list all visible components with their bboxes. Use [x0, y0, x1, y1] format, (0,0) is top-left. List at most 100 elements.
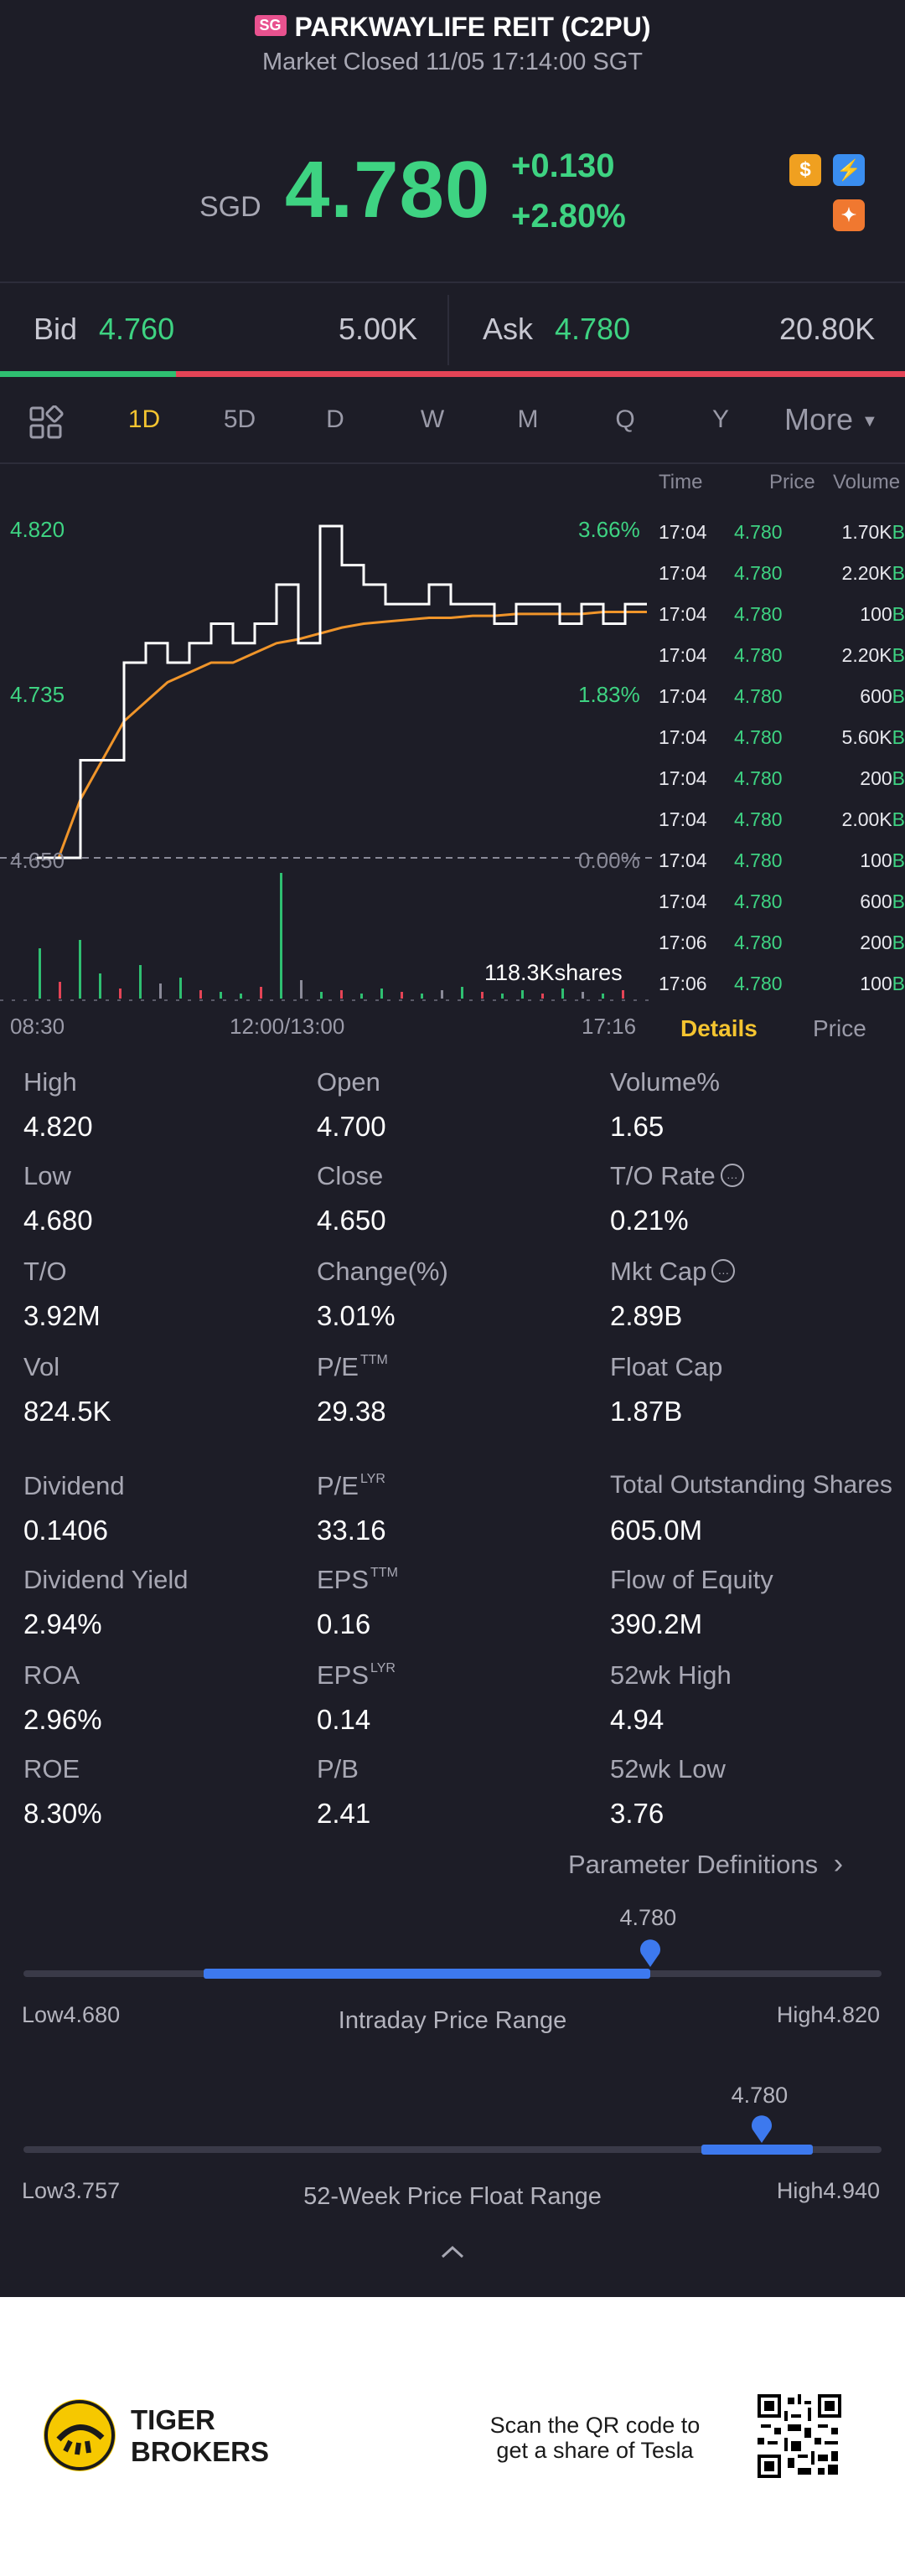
collapse-chevron-up-icon[interactable]	[439, 2243, 466, 2264]
volume-bar	[441, 990, 443, 999]
intraday-range-title: Intraday Price Range	[338, 2007, 567, 2034]
volume-bar	[159, 983, 162, 999]
stat-chgpct-label: Change(%)	[317, 1257, 448, 1286]
bid-price: 4.760	[99, 312, 175, 346]
tab-details[interactable]: Details	[680, 1015, 758, 1041]
stat-52hi-label: 52wk High	[610, 1660, 732, 1690]
trade-volume: 200B	[860, 932, 905, 954]
intraday-chart[interactable]	[0, 462, 657, 1007]
volume-bar	[240, 994, 242, 999]
trade-time: 17:04	[659, 726, 707, 748]
trade-row: 17:04 4.780 200B	[657, 767, 905, 808]
52w-range-track	[23, 2146, 882, 2153]
dollar-badge-icon[interactable]: $	[789, 154, 821, 186]
stat-tos-value: 605.0M	[610, 1515, 703, 1546]
volume-bar	[582, 992, 584, 999]
stat-pb-label: P/B	[317, 1754, 359, 1784]
stat-52lo-value: 3.76	[610, 1798, 665, 1829]
bid-label: Bid	[34, 312, 78, 346]
trade-qty: 2.00K	[841, 808, 892, 830]
volume-bar	[602, 994, 604, 999]
volume-bar	[300, 980, 303, 999]
trade-volume: 600B	[860, 891, 905, 913]
trade-volume: 1.70KB	[842, 521, 905, 544]
stat-eps-ttm: EPS TTM	[317, 1565, 398, 1595]
trade-side: B	[892, 973, 905, 994]
time-end-label: 17:16	[582, 1014, 637, 1039]
trade-time: 17:04	[659, 891, 707, 912]
stat-mktcap-label: Mkt Cap	[610, 1257, 707, 1286]
stat-mktcap[interactable]: Mkt Cap…	[610, 1257, 736, 1287]
layout-grid-icon[interactable]	[28, 405, 64, 445]
trade-qty: 2.20K	[841, 644, 892, 666]
trade-time: 17:04	[659, 644, 707, 666]
tab-more[interactable]: More ▼	[784, 402, 878, 437]
promo-footer	[0, 2297, 905, 2576]
trades-header-volume: Volume	[833, 471, 901, 493]
parameter-definitions-link[interactable]: Parameter Definitions ›	[568, 1848, 843, 1881]
tab-quarter[interactable]: Q	[615, 405, 635, 433]
last-price: 4.780	[285, 145, 491, 235]
stat-pe-ttm-label: P/E	[317, 1352, 359, 1381]
bidask-divider	[447, 295, 449, 365]
brand-name-line1: TIGER	[131, 2404, 215, 2435]
trade-qty: 1.70K	[841, 521, 892, 543]
stat-divy-label: Dividend Yield	[23, 1565, 189, 1594]
trade-qty: 600	[860, 685, 892, 707]
trade-qty: 100	[860, 603, 892, 625]
stat-torate-value: 0.21%	[610, 1205, 689, 1236]
stat-chgpct-value: 3.01%	[317, 1300, 396, 1331]
volume-bar	[199, 990, 202, 999]
lightning-badge-icon[interactable]: ⚡	[833, 154, 865, 186]
info-icon[interactable]: …	[711, 1258, 736, 1283]
caret-down-icon: ▼	[861, 412, 878, 431]
trade-price: 4.780	[734, 521, 783, 543]
trade-qty: 5.60K	[841, 726, 892, 748]
stat-roa-label: ROA	[23, 1660, 80, 1690]
stat-foe-value: 390.2M	[610, 1608, 703, 1639]
trade-qty: 600	[860, 891, 892, 912]
intraday-marker-icon	[639, 1938, 661, 1971]
intraday-high-label: High4.820	[776, 2002, 880, 2027]
stat-roe-label: ROE	[23, 1754, 80, 1784]
52w-current-value: 4.780	[731, 2083, 789, 2108]
tab-year[interactable]: Y	[711, 405, 729, 433]
stat-vol-value: 824.5K	[23, 1396, 111, 1427]
trade-side: B	[892, 808, 905, 830]
52w-range-title: 52-Week Price Float Range	[303, 2183, 602, 2210]
stat-close-label: Close	[317, 1161, 384, 1190]
tiger-logo-icon	[44, 2399, 116, 2471]
trade-volume: 100B	[860, 849, 905, 872]
trade-price: 4.780	[734, 726, 783, 748]
tab-day[interactable]: D	[326, 405, 344, 433]
trade-row: 17:04 4.780 1.70KB	[657, 521, 905, 562]
tab-month[interactable]: M	[517, 405, 539, 433]
bid-volume-bar	[0, 371, 176, 377]
trade-row: 17:04 4.780 2.00KB	[657, 808, 905, 849]
stat-close-value: 4.650	[317, 1205, 386, 1236]
info-icon[interactable]: …	[720, 1163, 744, 1187]
stat-torate[interactable]: T/O Rate…	[610, 1161, 744, 1191]
stat-floatcap-label: Float Cap	[610, 1352, 723, 1381]
trade-price: 4.780	[734, 562, 783, 584]
volume-bar	[340, 990, 343, 999]
chart-base-label: 4.650	[10, 848, 65, 873]
tab-week[interactable]: W	[420, 405, 445, 433]
tab-5d[interactable]: 5D	[223, 405, 256, 433]
stat-vol-label: Vol	[23, 1352, 60, 1381]
stat-roa-value: 2.96%	[23, 1704, 102, 1735]
stat-52hi-value: 4.94	[610, 1704, 665, 1735]
qr-code-icon[interactable]	[758, 2394, 841, 2478]
market-status: Market Closed 11/05 17:14:00 SGT	[261, 49, 644, 75]
stat-to-value: 3.92M	[23, 1300, 101, 1331]
stock-name: PARKWAYLIFE REIT (C2PU)	[294, 12, 651, 42]
volume-bar	[99, 973, 101, 999]
ask-quantity: 20.80K	[779, 312, 876, 346]
trade-volume: 2.20KB	[842, 562, 905, 585]
stat-volpct-label: Volume%	[610, 1067, 720, 1097]
tab-price[interactable]: Price	[813, 1015, 866, 1041]
volume-bar	[622, 990, 624, 999]
tab-1d[interactable]: 1D	[127, 405, 161, 433]
stat-high-label: High	[23, 1067, 77, 1097]
option-badge-icon[interactable]: ✦	[833, 199, 865, 231]
